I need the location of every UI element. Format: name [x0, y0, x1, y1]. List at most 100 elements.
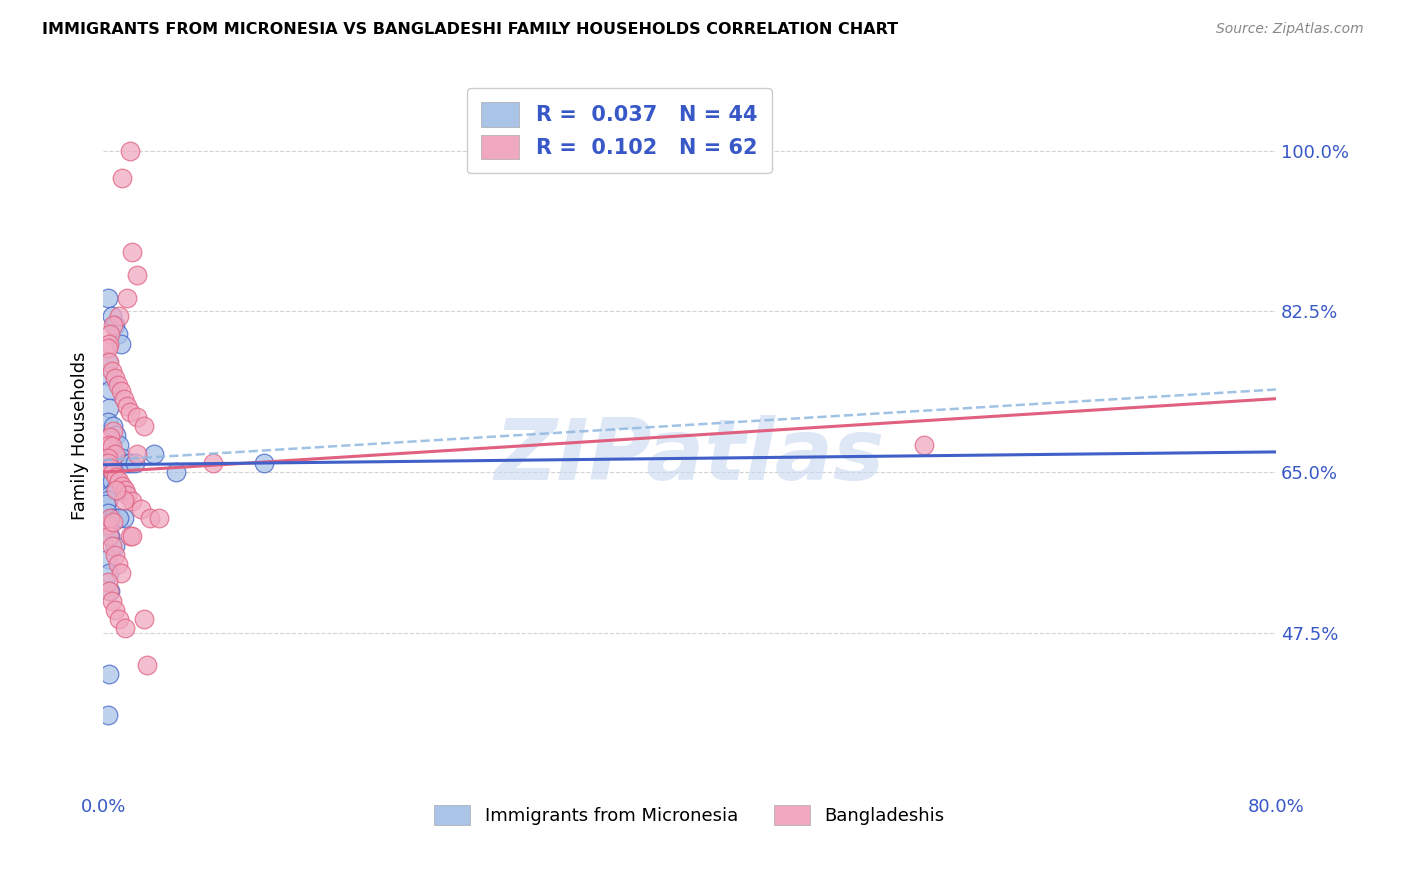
Point — [111, 479, 134, 493]
Point — [100, 488, 122, 502]
Point — [96, 520, 118, 534]
Point — [98, 336, 121, 351]
Point — [100, 460, 122, 475]
Point — [143, 447, 166, 461]
Point — [96, 507, 118, 521]
Point — [121, 244, 143, 259]
Point — [101, 475, 124, 489]
Point — [100, 475, 122, 489]
Point — [136, 657, 159, 672]
Point — [112, 511, 135, 525]
Point — [101, 539, 124, 553]
Text: IMMIGRANTS FROM MICRONESIA VS BANGLADESHI FAMILY HOUSEHOLDS CORRELATION CHART: IMMIGRANTS FROM MICRONESIA VS BANGLADESH… — [42, 22, 898, 37]
Point — [100, 327, 122, 342]
Point — [108, 475, 131, 489]
Point — [104, 603, 127, 617]
Point — [107, 557, 129, 571]
Point — [104, 318, 127, 333]
Point — [112, 492, 135, 507]
Point — [96, 492, 118, 507]
Point — [101, 447, 124, 461]
Point — [912, 437, 935, 451]
Point — [103, 419, 125, 434]
Point — [96, 451, 118, 466]
Point — [104, 371, 127, 385]
Point — [103, 318, 125, 333]
Point — [103, 511, 125, 525]
Point — [115, 291, 138, 305]
Point — [110, 566, 132, 580]
Point — [94, 497, 117, 511]
Point — [253, 456, 276, 470]
Point — [96, 465, 118, 479]
Point — [104, 548, 127, 562]
Point — [134, 419, 156, 434]
Point — [108, 437, 131, 451]
Point — [108, 309, 131, 323]
Point — [96, 575, 118, 590]
Point — [118, 405, 141, 419]
Point — [98, 355, 121, 369]
Point — [105, 428, 128, 442]
Point — [111, 171, 134, 186]
Point — [165, 465, 187, 479]
Point — [115, 456, 138, 470]
Point — [112, 392, 135, 406]
Point — [98, 401, 121, 415]
Point — [94, 456, 117, 470]
Point — [129, 501, 152, 516]
Point — [96, 415, 118, 429]
Point — [100, 511, 122, 525]
Point — [100, 430, 122, 444]
Point — [98, 566, 121, 580]
Point — [96, 708, 118, 723]
Point — [101, 593, 124, 607]
Point — [96, 291, 118, 305]
Point — [115, 399, 138, 413]
Point — [98, 437, 121, 451]
Point — [103, 515, 125, 529]
Point — [100, 383, 122, 397]
Point — [103, 424, 125, 438]
Point — [124, 456, 146, 470]
Point — [96, 456, 118, 470]
Point — [125, 410, 148, 425]
Point — [121, 529, 143, 543]
Y-axis label: Family Households: Family Households — [72, 351, 89, 520]
Point — [96, 341, 118, 355]
Point — [125, 447, 148, 461]
Point — [104, 539, 127, 553]
Point — [101, 309, 124, 323]
Point — [98, 584, 121, 599]
Point — [98, 667, 121, 681]
Point — [103, 465, 125, 479]
Point — [107, 378, 129, 392]
Point — [115, 488, 138, 502]
Point — [96, 355, 118, 369]
Point — [125, 268, 148, 282]
Point — [118, 144, 141, 158]
Point — [148, 511, 170, 525]
Point — [110, 336, 132, 351]
Point — [98, 368, 121, 383]
Point — [101, 364, 124, 378]
Point — [100, 584, 122, 599]
Point — [114, 483, 136, 498]
Point — [96, 469, 118, 483]
Point — [139, 511, 162, 525]
Point — [134, 612, 156, 626]
Point — [107, 327, 129, 342]
Point — [96, 552, 118, 566]
Point — [650, 144, 672, 158]
Point — [98, 529, 121, 543]
Point — [104, 483, 127, 498]
Point — [104, 447, 127, 461]
Point — [118, 529, 141, 543]
Text: Source: ZipAtlas.com: Source: ZipAtlas.com — [1216, 22, 1364, 37]
Point — [100, 529, 122, 543]
Point — [107, 511, 129, 525]
Point — [111, 451, 134, 466]
Point — [101, 439, 124, 453]
Point — [202, 456, 225, 470]
Point — [96, 518, 118, 533]
